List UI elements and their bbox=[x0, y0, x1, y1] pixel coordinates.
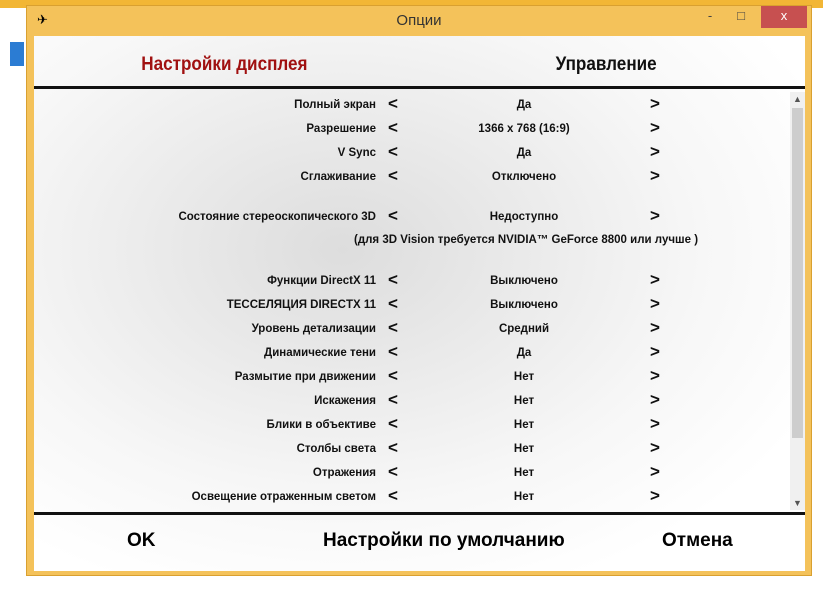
setting-label: ТЕССЕЛЯЦИЯ DIRECTX 11 bbox=[226, 299, 376, 311]
setting-label: Разрешение bbox=[306, 123, 376, 135]
options-window: ✈ Опции - □ x Настройки дисплея Управлен… bbox=[26, 5, 812, 576]
close-button[interactable]: x bbox=[761, 6, 807, 28]
background-selection bbox=[10, 42, 24, 66]
defaults-button[interactable]: Настройки по умолчанию bbox=[323, 530, 565, 551]
setting-value: Да bbox=[516, 99, 532, 111]
setting-label: Функции DirectX 11 bbox=[267, 275, 376, 287]
prev-option-button[interactable]: < bbox=[388, 414, 398, 433]
prev-option-button[interactable]: < bbox=[388, 342, 398, 361]
setting-value: Нет bbox=[513, 395, 535, 407]
setting-value: 1366 x 768 (16:9) bbox=[478, 123, 570, 135]
prev-option-button[interactable]: < bbox=[388, 366, 398, 385]
setting-value: Да bbox=[516, 147, 532, 159]
setting-value: Нет bbox=[513, 371, 535, 383]
next-option-button[interactable]: > bbox=[650, 94, 660, 113]
prev-option-button[interactable]: < bbox=[388, 118, 398, 137]
setting-label: Состояние стереоскопического 3D bbox=[178, 211, 376, 223]
next-option-button[interactable]: > bbox=[650, 366, 660, 385]
setting-label: Отражения bbox=[312, 467, 376, 479]
prev-option-button[interactable]: < bbox=[388, 270, 398, 289]
tab-display-settings[interactable]: Настройки дисплея bbox=[141, 54, 308, 75]
setting-label: V Sync bbox=[337, 147, 376, 159]
setting-value: Выключено bbox=[490, 299, 558, 311]
setting-label: Динамические тени bbox=[264, 347, 376, 359]
tab-controls[interactable]: Управление bbox=[555, 54, 657, 75]
options-content: Настройки дисплея Управление Полный экра… bbox=[34, 36, 805, 571]
prev-option-button[interactable]: < bbox=[388, 94, 398, 113]
next-option-button[interactable]: > bbox=[650, 318, 660, 337]
setting-value: Выключено bbox=[490, 275, 558, 287]
setting-value: Да bbox=[516, 347, 532, 359]
setting-label: Освещение отраженным светом bbox=[191, 491, 376, 503]
setting-label: Уровень детализации bbox=[251, 323, 376, 335]
prev-option-button[interactable]: < bbox=[388, 142, 398, 161]
setting-value: Нет bbox=[513, 467, 535, 479]
setting-row: Разрешение < 1366 x 768 (16:9) > bbox=[34, 118, 794, 140]
setting-value: Нет bbox=[513, 443, 535, 455]
setting-label: Искажения bbox=[314, 395, 376, 407]
prev-option-button[interactable]: < bbox=[388, 486, 398, 505]
next-option-button[interactable]: > bbox=[650, 294, 660, 313]
setting-row: Столбы света < Нет > bbox=[34, 438, 794, 460]
prev-option-button[interactable]: < bbox=[388, 318, 398, 337]
setting-value: Средний bbox=[498, 323, 550, 335]
setting-row: Полный экран < Да > bbox=[34, 94, 794, 116]
setting-value: Нет bbox=[513, 491, 535, 503]
setting-row: Размытие при движении < Нет > bbox=[34, 366, 794, 388]
next-option-button[interactable]: > bbox=[650, 270, 660, 289]
prev-option-button[interactable]: < bbox=[388, 462, 398, 481]
next-option-button[interactable]: > bbox=[650, 390, 660, 409]
setting-label: Размытие при движении bbox=[234, 371, 376, 383]
setting-row: Блики в объективе < Нет > bbox=[34, 414, 794, 436]
next-option-button[interactable]: > bbox=[650, 438, 660, 457]
scrollbar[interactable]: ▲ ▼ bbox=[790, 92, 805, 510]
setting-row: Сглаживание < Отключено > bbox=[34, 166, 794, 188]
background-titlebar bbox=[0, 0, 823, 8]
scroll-down-icon[interactable]: ▼ bbox=[793, 498, 802, 508]
app-icon: ✈ bbox=[37, 12, 48, 27]
setting-row: Динамические тени < Да > bbox=[34, 342, 794, 364]
cancel-button[interactable]: Отмена bbox=[662, 530, 733, 551]
prev-option-button[interactable]: < bbox=[388, 390, 398, 409]
setting-value: Отключено bbox=[491, 171, 557, 183]
setting-row: ТЕССЕЛЯЦИЯ DIRECTX 11 < Выключено > bbox=[34, 294, 794, 316]
setting-label: Блики в объективе bbox=[266, 419, 376, 431]
prev-option-button[interactable]: < bbox=[388, 166, 398, 185]
divider-top bbox=[34, 86, 805, 89]
setting-value: Недоступно bbox=[489, 211, 559, 223]
scroll-up-icon[interactable]: ▲ bbox=[793, 94, 802, 104]
3d-vision-note: (для 3D Vision требуется NVIDIA™ GeForce… bbox=[354, 234, 699, 246]
next-option-button[interactable]: > bbox=[650, 118, 660, 137]
setting-row: Искажения < Нет > bbox=[34, 390, 794, 412]
window-title: Опции bbox=[396, 12, 442, 29]
next-option-button[interactable]: > bbox=[650, 486, 660, 505]
next-option-button[interactable]: > bbox=[650, 342, 660, 361]
setting-row: Освещение отраженным светом < Нет > bbox=[34, 486, 794, 508]
next-option-button[interactable]: > bbox=[650, 142, 660, 161]
setting-row: V Sync < Да > bbox=[34, 142, 794, 164]
maximize-button[interactable]: □ bbox=[737, 8, 745, 23]
next-option-button[interactable]: > bbox=[650, 206, 660, 225]
divider-bottom bbox=[34, 512, 805, 515]
setting-row: Уровень детализации < Средний > bbox=[34, 318, 794, 340]
ok-button[interactable]: OK bbox=[127, 530, 156, 551]
scrollbar-thumb[interactable] bbox=[792, 108, 803, 438]
setting-label: Столбы света bbox=[296, 443, 376, 455]
next-option-button[interactable]: > bbox=[650, 462, 660, 481]
prev-option-button[interactable]: < bbox=[388, 294, 398, 313]
next-option-button[interactable]: > bbox=[650, 166, 660, 185]
setting-row: Отражения < Нет > bbox=[34, 462, 794, 484]
setting-row: Функции DirectX 11 < Выключено > bbox=[34, 270, 794, 292]
setting-label: Сглаживание bbox=[300, 171, 376, 183]
next-option-button[interactable]: > bbox=[650, 414, 660, 433]
setting-row: Состояние стереоскопического 3D < Недост… bbox=[34, 206, 794, 228]
minimize-button[interactable]: - bbox=[707, 8, 713, 23]
setting-label: Полный экран bbox=[294, 99, 376, 111]
prev-option-button[interactable]: < bbox=[388, 206, 398, 225]
setting-value: Нет bbox=[513, 419, 535, 431]
prev-option-button[interactable]: < bbox=[388, 438, 398, 457]
